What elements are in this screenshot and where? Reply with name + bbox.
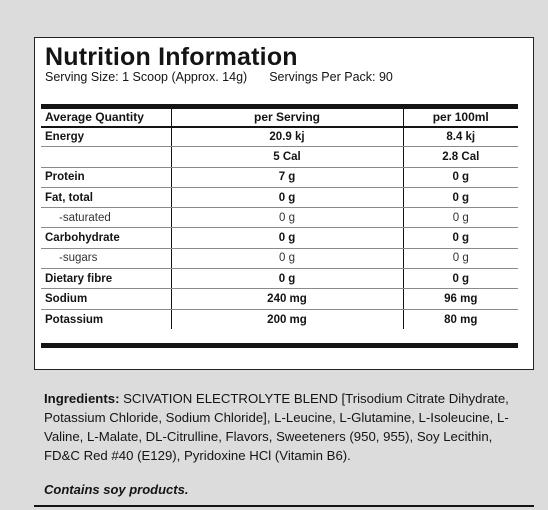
per-serving-value: 240 mg <box>171 288 404 310</box>
per-100ml-value: 2.8 Cal <box>403 146 518 168</box>
table-row: Potassium 200 mg 80 mg <box>41 309 518 330</box>
table-header-row: Average Quantity per Serving per 100ml <box>41 104 518 128</box>
row-label: Protein <box>41 167 172 188</box>
row-label: Sodium <box>41 288 172 310</box>
per-100ml-value: 0 g <box>403 187 518 209</box>
per-serving-value: 0 g <box>171 227 404 249</box>
table-row: -saturated 0 g 0 g <box>41 207 518 229</box>
row-label: -saturated <box>41 207 172 229</box>
table-row: Sodium 240 mg 96 mg <box>41 288 518 310</box>
ingredients-label: Ingredients: <box>44 391 120 406</box>
per-serving-value: 7 g <box>171 167 404 188</box>
header-per-serving: per Serving <box>171 104 404 128</box>
allergen-statement: Contains soy products. <box>44 482 189 497</box>
per-serving-value: 0 g <box>171 268 404 290</box>
per-100ml-value: 0 g <box>403 268 518 290</box>
table-row: 5 Cal 2.8 Cal <box>41 146 518 168</box>
table-row: Protein 7 g 0 g <box>41 167 518 188</box>
per-serving-value: 0 g <box>171 207 404 229</box>
row-label: Energy <box>41 126 172 148</box>
row-label: Potassium <box>41 309 172 330</box>
nutrition-panel: Nutrition Information Serving Size: 1 Sc… <box>34 37 534 370</box>
per-serving-value: 0 g <box>171 187 404 209</box>
table-bottom-rule <box>41 343 518 348</box>
per-100ml-value: 0 g <box>403 207 518 229</box>
per-100ml-value: 80 mg <box>444 313 478 326</box>
per-serving-value: 200 mg <box>171 309 404 330</box>
serving-info: Serving Size: 1 Scoop (Approx. 14g) Servi… <box>45 70 393 85</box>
ingredients-text: SCIVATION ELECTROLYTE BLEND [Trisodium C… <box>44 391 509 463</box>
table-row: Fat, total 0 g 0 g <box>41 187 518 209</box>
row-label <box>41 146 172 168</box>
row-label: Carbohydrate <box>41 227 172 249</box>
per-serving-value: 0 g <box>171 248 404 270</box>
servings-per-pack: Servings Per Pack: 90 <box>269 70 393 84</box>
ingredients-block: Ingredients: SCIVATION ELECTROLYTE BLEND… <box>44 389 524 465</box>
per-serving-value: 5 Cal <box>171 146 404 168</box>
row-label: -sugars <box>41 248 172 270</box>
panel-title: Nutrition Information <box>45 43 298 71</box>
table-row: Energy 20.9 kj 8.4 kj <box>41 126 518 148</box>
footer-divider <box>34 505 534 507</box>
header-per-100ml: per 100ml <box>403 104 518 128</box>
per-100ml-value: 8.4 kj <box>403 126 518 148</box>
per-100ml-value: 0 g <box>403 167 518 188</box>
per-100ml-value: 96 mg <box>403 288 518 310</box>
row-label: Fat, total <box>41 187 172 209</box>
nutrition-table: Average Quantity per Serving per 100ml E… <box>41 104 518 330</box>
per-serving-value: 20.9 kj <box>171 126 404 148</box>
row-label: Dietary fibre <box>41 268 172 290</box>
table-row: Carbohydrate 0 g 0 g <box>41 227 518 249</box>
header-average-quantity: Average Quantity <box>41 104 172 128</box>
per-100ml-value: 0 g <box>403 227 518 249</box>
table-row: Dietary fibre 0 g 0 g <box>41 268 518 290</box>
table-row: -sugars 0 g 0 g <box>41 248 518 270</box>
per-100ml-value: 0 g <box>403 248 518 270</box>
serving-size: Serving Size: 1 Scoop (Approx. 14g) <box>45 70 248 84</box>
